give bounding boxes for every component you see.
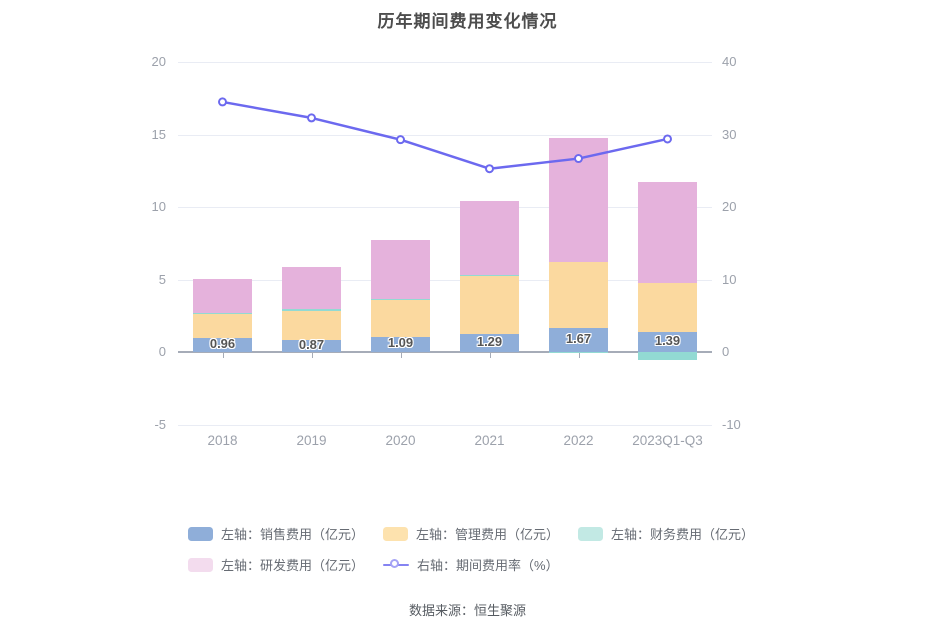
legend-row-2: 左轴：研发费用（亿元） 右轴：期间费用率（%） [188,555,748,574]
bar-segment-finance-2023Q1-Q3[interactable] [638,352,697,361]
bar-segment-admin-2020[interactable] [371,300,430,337]
y-axis-label-left: 15 [151,126,166,142]
bar-value-label: 0.96 [209,336,236,352]
x-axis-label: 2021 [474,433,505,448]
bar-segment-admin-2023Q1-Q3[interactable] [638,283,697,333]
legend-label-finance: 左轴：财务费用（亿元） [611,527,755,542]
bar-segment-rd-2020[interactable] [371,239,430,300]
bar-segment-sales-2021[interactable] [460,333,519,353]
bar-value-label: 1.39 [654,333,681,349]
bar-value-label: 0.87 [298,337,325,353]
x-axis-label: 2019 [296,433,327,448]
legend-label-rate: 右轴：期间费用率（%） [417,558,559,573]
y-axis-label-left: -5 [154,417,166,432]
legend-label-sales: 左轴：销售费用（亿元） [221,527,365,542]
y-axis-label-right: 40 [722,54,737,69]
x-axis-label: 2020 [385,433,416,448]
bar-segment-sales-2018[interactable] [193,338,252,353]
sales-swatch-icon [188,526,213,541]
x-axis-tick [311,353,313,359]
rate-line-marker-icon [383,558,410,572]
y-axis-label-right: -10 [722,417,741,432]
x-axis-label: 2023Q1-Q3 [632,433,703,448]
gridline [178,134,712,136]
bar-segment-sales-2019[interactable] [282,339,341,353]
gridline [178,62,712,63]
x-axis-tick [489,353,491,359]
legend: 左轴：销售费用（亿元） 左轴：管理费用（亿元） 左轴：财务费用（亿元） 左轴：研… [188,524,754,586]
legend-item-sales[interactable]: 左轴：销售费用（亿元） [188,524,364,543]
y-axis-label-right: 10 [722,271,737,287]
y-axis-label-left: 10 [151,199,166,215]
data-source: 数据来源：恒生聚源 [408,603,526,618]
x-axis-label: 2022 [563,433,594,448]
bar-segment-admin-2019[interactable] [282,311,341,340]
legend-item-rd[interactable]: 左轴：研发费用（亿元） [188,555,364,574]
x-axis-tick [578,353,580,359]
y-axis-label-left: 20 [151,54,166,69]
legend-label-admin: 左轴：管理费用（亿元） [416,527,560,542]
gridline [178,207,712,209]
chart-title: 历年期间费用变化情况 [377,12,558,31]
bar-segment-finance-2019[interactable] [282,308,341,312]
x-axis-zero-line [178,351,712,354]
legend-label-rd: 左轴：研发费用（亿元） [221,558,365,573]
legend-item-finance[interactable]: 左轴：财务费用（亿元） [578,524,754,543]
bar-segment-rd-2023Q1-Q3[interactable] [638,181,697,284]
x-axis-label: 2018 [207,433,238,448]
y-axis-label-left: 0 [158,344,166,360]
bar-segment-rd-2022[interactable] [549,137,608,263]
bar-value-label: 1.29 [476,334,503,350]
y-axis-label-left: 5 [158,271,166,287]
bar-value-label: 1.09 [387,335,414,351]
legend-item-admin[interactable]: 左轴：管理费用（亿元） [383,524,559,543]
rd-swatch-icon [188,557,213,572]
bar-value-label: 1.67 [565,331,592,347]
finance-swatch-icon [578,526,604,541]
y-axis-label-right: 20 [722,199,737,215]
admin-swatch-icon [383,526,409,541]
bar-segment-finance-2021[interactable] [460,274,519,277]
bar-segment-admin-2022[interactable] [549,262,608,329]
y-axis-label-right: 0 [722,344,730,360]
bar-segment-finance-2020[interactable] [371,299,430,301]
bar-segment-admin-2018[interactable] [193,313,252,339]
bar-segment-sales-2020[interactable] [371,336,430,353]
bar-segment-rd-2021[interactable] [460,200,519,275]
x-axis-tick [222,353,224,359]
bar-segment-finance-2022[interactable] [549,352,608,354]
bar-segment-sales-2022[interactable] [549,328,608,353]
legend-item-rate[interactable]: 右轴：期间费用率（%） [383,555,559,574]
y-axis-label-right: 30 [722,126,737,142]
legend-row-1: 左轴：销售费用（亿元） 左轴：管理费用（亿元） 左轴：财务费用（亿元） [188,524,754,543]
x-axis-tick [400,353,402,359]
bar-segment-rd-2019[interactable] [282,267,341,309]
gridline [178,425,712,426]
bar-segment-admin-2021[interactable] [460,276,519,334]
gridline [178,279,712,281]
bar-segment-sales-2023Q1-Q3[interactable] [638,332,697,353]
bar-segment-rd-2018[interactable] [193,279,252,313]
